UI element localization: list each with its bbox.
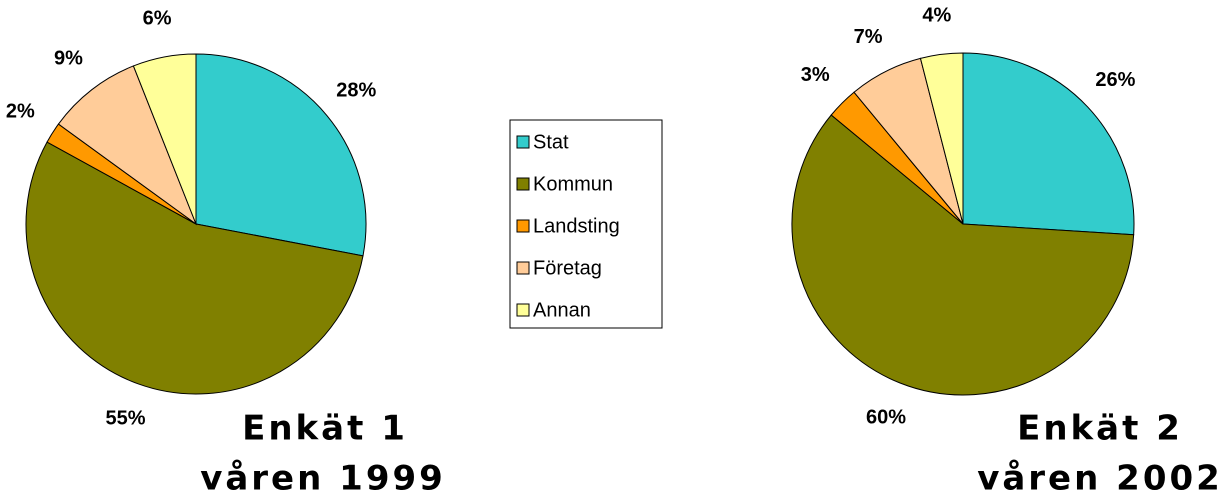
data-label-unit: % <box>65 48 83 70</box>
data-label: 7% <box>854 26 883 48</box>
data-label-unit: % <box>154 8 172 30</box>
data-label-value: 26 <box>1095 69 1117 91</box>
data-label: 9% <box>54 48 83 70</box>
data-label-unit: % <box>812 64 830 86</box>
legend-swatch <box>516 303 530 317</box>
legend <box>509 119 663 329</box>
legend-label: Landsting <box>533 215 620 237</box>
chart-subtitle: våren 1999 <box>200 459 446 499</box>
data-label: 3% <box>801 64 830 86</box>
legend-swatch <box>516 135 530 149</box>
legend-swatch <box>516 177 530 191</box>
legend-label: Kommun <box>533 173 613 195</box>
data-label: 55% <box>106 408 146 430</box>
pie-slice <box>962 52 1135 236</box>
data-label-unit: % <box>865 26 883 48</box>
data-label-value: 3 <box>801 64 812 86</box>
pie-slice <box>791 114 1135 396</box>
data-label-unit: % <box>128 408 146 430</box>
data-label: 4% <box>922 5 951 27</box>
data-label-value: 2 <box>6 101 17 123</box>
data-label-unit: % <box>1118 69 1136 91</box>
pie-slice <box>25 141 364 395</box>
data-label: 26% <box>1095 69 1135 91</box>
chart-subtitle: våren 2002 <box>977 459 1217 499</box>
data-label-unit: % <box>888 407 906 429</box>
legend-swatch <box>516 219 530 233</box>
chart-title: Enkät 1 <box>242 409 408 449</box>
data-label-value: 28 <box>336 80 358 102</box>
data-label-unit: % <box>933 5 951 27</box>
data-label-value: 9 <box>54 48 65 70</box>
data-label: 60% <box>866 407 906 429</box>
data-label-unit: % <box>17 101 35 123</box>
data-label-value: 4 <box>922 5 934 27</box>
data-label-value: 7 <box>854 26 865 48</box>
pie-slice <box>57 65 198 226</box>
legend-swatch <box>516 261 530 275</box>
data-label-value: 6 <box>143 8 154 30</box>
legend-label: Annan <box>533 299 591 321</box>
data-label-value: 55 <box>106 408 128 430</box>
data-label: 28% <box>336 80 376 102</box>
chart-title: Enkät 2 <box>1017 409 1183 449</box>
data-label: 6% <box>143 8 172 30</box>
data-label-unit: % <box>358 80 376 102</box>
pie-slice <box>195 53 367 257</box>
data-label-value: 60 <box>866 407 888 429</box>
pie-slice <box>132 53 197 225</box>
data-label: 2% <box>6 101 35 123</box>
legend-label: Företag <box>533 257 602 279</box>
legend-label: Stat <box>533 131 569 153</box>
pie-slice <box>919 52 964 225</box>
